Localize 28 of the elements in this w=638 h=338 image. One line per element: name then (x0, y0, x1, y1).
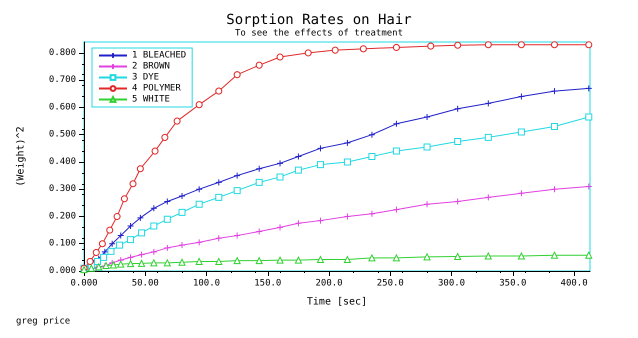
x-axis-title: Time [sec] (306, 296, 368, 308)
chart-title: Sorption Rates on Hair (226, 12, 412, 28)
x-tick-label: 350.0 (499, 278, 526, 288)
x-tick-label: 200.0 (315, 278, 343, 288)
legend-label: 3 DYE (132, 72, 160, 82)
y-tick-label: 0.300 (48, 184, 76, 194)
x-tick-label: 0.000 (70, 278, 98, 288)
y-tick-label: 0.100 (48, 238, 76, 249)
text: greg price (16, 316, 70, 326)
x-tick-label: 400.0 (560, 278, 588, 288)
legend-label: 1 BLEACHED (132, 50, 186, 60)
x-tick-label: 150.0 (254, 278, 282, 288)
x-tick-label: 50.00 (132, 278, 159, 288)
y-tick-label: 0.600 (48, 102, 76, 112)
y-tick-label: 0.000 (48, 266, 76, 276)
x-tick-label: 250.0 (376, 278, 404, 288)
legend-label: 5 WHITE (132, 94, 170, 104)
x-tick-label: 300.0 (438, 278, 466, 288)
legend-label: 4 POLYMER (132, 84, 182, 94)
y-axis-title: (Weight)^2 (16, 126, 26, 187)
chart-subtitle: To see the effects of treatment (235, 28, 403, 38)
y-tick-label: 0.800 (48, 48, 76, 58)
y-tick-label: 0.500 (48, 130, 76, 140)
y-tick-label: 0.400 (48, 156, 76, 167)
y-tick-label: 0.700 (48, 75, 76, 86)
x-tick-label: 100.0 (192, 278, 220, 288)
legend-label: 2 BROWN (132, 62, 170, 72)
y-tick-label: 0.200 (48, 211, 76, 222)
